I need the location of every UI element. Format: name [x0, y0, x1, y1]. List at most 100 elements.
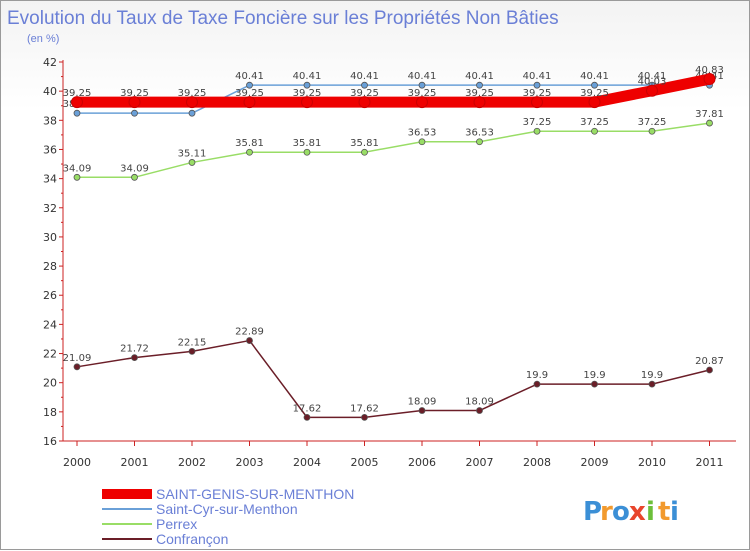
data-point: [303, 413, 311, 421]
series-line: [77, 122, 710, 179]
data-point: [591, 127, 598, 135]
x-tick-label: 2010: [638, 456, 666, 469]
data-point: [358, 96, 371, 109]
logo-letter: P: [583, 497, 602, 527]
logo-letter: r: [600, 497, 613, 527]
data-point: [418, 138, 426, 146]
y-tick-label: 42: [43, 56, 57, 69]
data-label: 40.03: [638, 77, 667, 88]
data-label: 39.25: [63, 88, 92, 99]
data-label: 21.72: [120, 344, 149, 355]
y-tick-label: 18: [43, 406, 57, 419]
data-point: [648, 380, 656, 388]
x-tick-label: 2009: [581, 456, 609, 469]
logo-letter: i: [646, 497, 655, 527]
data-label: 39.25: [408, 88, 437, 99]
data-point: [533, 127, 541, 135]
data-label: 39.25: [293, 88, 322, 99]
data-label: 40.83: [695, 65, 724, 76]
data-point: [188, 347, 196, 355]
data-label: 39.25: [235, 88, 264, 99]
data-point: [303, 148, 311, 156]
legend-label: SAINT-GENIS-SUR-MENTHON: [156, 486, 354, 502]
x-tick-label: 2006: [408, 456, 436, 469]
series-line: [77, 84, 710, 114]
data-point: [476, 81, 483, 89]
series-perrex: 34.09 34.09 35.11 35.81 35.81 35.81 36.53 36.53…: [63, 109, 724, 181]
data-point: [646, 84, 658, 97]
y-tick-label: 30: [43, 231, 57, 244]
series-line: [77, 73, 711, 108]
data-point: [591, 81, 598, 89]
data-point: [188, 109, 196, 117]
data-point: [131, 354, 138, 362]
data-point: [476, 138, 483, 146]
data-point: [73, 109, 81, 117]
data-point: [301, 96, 313, 109]
series-saint-genis-sur-menthon: 39.25 39.25 39.25 39.25 39.25 39.25 39.25 39.25…: [63, 65, 724, 109]
data-point: [588, 96, 601, 109]
data-label: 35.11: [178, 148, 207, 159]
data-point: [131, 109, 138, 117]
data-point: [418, 407, 426, 414]
series-confran-on: 21.09 21.72 22.15 22.89 17.62 17.62 18.09 18.09…: [63, 327, 724, 421]
y-tick-label: 40: [43, 85, 57, 98]
data-label: 37.25: [580, 117, 609, 128]
data-label: 19.9: [641, 370, 663, 381]
data-point: [188, 159, 196, 166]
data-label: 17.62: [350, 403, 379, 414]
data-label: 40.41: [523, 71, 552, 82]
data-label: 40.41: [408, 71, 437, 82]
data-label: 21.09: [63, 353, 92, 364]
series-line: [76, 339, 710, 419]
data-label: 36.53: [408, 128, 437, 139]
x-tick-label: 2005: [351, 456, 379, 469]
data-point: [303, 81, 311, 89]
data-point: [648, 127, 656, 135]
x-tick-label: 2004: [293, 456, 321, 469]
data-label: 19.9: [583, 370, 605, 381]
data-label: 40.41: [350, 71, 379, 82]
legend: SAINT-GENIS-SUR-MENTHONSaint-Cyr-sur-Men…: [102, 486, 354, 547]
x-tick-label: 2011: [696, 456, 724, 469]
data-label: 34.09: [63, 163, 92, 174]
data-point: [243, 96, 256, 109]
data-point: [591, 380, 598, 388]
data-point: [533, 380, 541, 388]
legend-label: Perrex: [156, 516, 197, 532]
chart-title: Evolution du Taux de Taxe Foncière sur l…: [7, 8, 559, 29]
data-label: 35.81: [350, 138, 379, 149]
data-point: [706, 366, 713, 374]
y-tick-label: 34: [43, 173, 57, 186]
data-point: [416, 96, 428, 109]
y-tick-label: 38: [43, 114, 57, 127]
y-tick-label: 32: [43, 202, 57, 215]
y-tick-label: 28: [43, 260, 57, 273]
data-point: [73, 173, 81, 181]
data-label: 37.25: [638, 117, 667, 128]
data-label: 39.25: [465, 88, 494, 99]
data-point: [361, 148, 368, 156]
x-tick-label: 2008: [523, 456, 551, 469]
data-point: [73, 363, 81, 371]
proxiti-logo: Pr o x i t i: [583, 497, 679, 527]
data-label: 40.41: [638, 71, 667, 82]
data-point: [476, 407, 483, 414]
data-label: 36.53: [465, 128, 494, 139]
y-tick-label: 16: [43, 435, 57, 448]
data-label: 37.25: [523, 117, 552, 128]
data-point: [131, 173, 138, 181]
data-point: [531, 96, 543, 109]
data-label: 37.81: [695, 109, 724, 120]
data-label: 40.41: [293, 71, 322, 82]
data-label: 39.25: [350, 88, 379, 99]
data-label: 18.09: [465, 397, 494, 408]
x-tick-label: 2002: [178, 456, 206, 469]
logo-letter: x: [629, 497, 646, 527]
data-point: [418, 81, 426, 89]
data-point: [361, 413, 368, 421]
data-label: 40.41: [465, 71, 494, 82]
data-label: 40.41: [580, 71, 609, 82]
data-point: [71, 96, 83, 109]
